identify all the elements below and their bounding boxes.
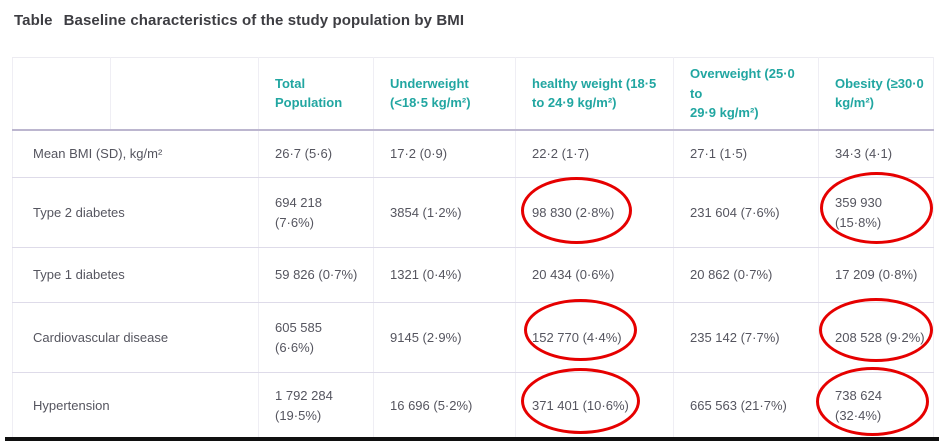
- table-cell: 1 792 284 (19·5%): [258, 372, 374, 441]
- table-cell: 34·3 (4·1): [818, 129, 934, 178]
- table-cell: 1321 (0·4%): [373, 247, 516, 303]
- table-caption: Table Baseline characteristics of the stu…: [14, 12, 464, 29]
- table-cell: 359 930 (15·8%): [818, 177, 934, 248]
- baseline-characteristics-table: Total Population Underweight (<18·5 kg/m…: [12, 57, 934, 441]
- row-label-cell: Mean BMI (SD), kg/m²: [12, 129, 259, 178]
- table-cell: 231 604 (7·6%): [673, 177, 819, 248]
- table-row-hypertension: Hypertension 1 792 284 (19·5%) 16 696 (5…: [12, 372, 934, 441]
- table-row-cardiovascular-disease: Cardiovascular disease 605 585 (6·6%) 91…: [12, 302, 934, 373]
- table-cell: 665 563 (21·7%): [673, 372, 819, 441]
- table-cell: 9145 (2·9%): [373, 302, 516, 373]
- table-row-type1-diabetes: Type 1 diabetes 59 826 (0·7%) 1321 (0·4%…: [12, 247, 934, 303]
- table-cell: 98 830 (2·8%): [515, 177, 674, 248]
- table-cell: 235 142 (7·7%): [673, 302, 819, 373]
- table-cell: 27·1 (1·5): [673, 129, 819, 178]
- header-row: Total Population Underweight (<18·5 kg/m…: [12, 57, 934, 131]
- header-cell-blank-1: [12, 57, 111, 131]
- header-cell-total-population: Total Population: [258, 57, 374, 131]
- table-cell: 17·2 (0·9): [373, 129, 516, 178]
- table-row-type2-diabetes: Type 2 diabetes 694 218 (7·6%) 3854 (1·2…: [12, 177, 934, 248]
- header-cell-obesity: Obesity (≥30·0 kg/m²): [818, 57, 934, 131]
- table-cell: 152 770 (4·4%): [515, 302, 674, 373]
- table-cell: 3854 (1·2%): [373, 177, 516, 248]
- header-cell-healthy-weight: healthy weight (18·5 to 24·9 kg/m²): [515, 57, 674, 131]
- table-cell: 605 585 (6·6%): [258, 302, 374, 373]
- table-cell: 20 434 (0·6%): [515, 247, 674, 303]
- table-cell: 26·7 (5·6): [258, 129, 374, 178]
- table-row-mean-bmi: Mean BMI (SD), kg/m² 26·7 (5·6) 17·2 (0·…: [12, 129, 934, 178]
- table-caption-label: Table: [14, 12, 53, 29]
- header-cell-blank-2: [110, 57, 259, 131]
- table-cell: 371 401 (10·6%): [515, 372, 674, 441]
- table-cell: 16 696 (5·2%): [373, 372, 516, 441]
- table-cell: 694 218 (7·6%): [258, 177, 374, 248]
- table-cell: 22·2 (1·7): [515, 129, 674, 178]
- table-cell: 17 209 (0·8%): [818, 247, 934, 303]
- table-cell: 208 528 (9·2%): [818, 302, 934, 373]
- row-label-cell: Type 1 diabetes: [12, 247, 259, 303]
- row-label-cell: Hypertension: [12, 372, 259, 441]
- table-cell: 20 862 (0·7%): [673, 247, 819, 303]
- row-label-cell: Cardiovascular disease: [12, 302, 259, 373]
- bottom-border-line: [5, 437, 939, 441]
- table-cell: 59 826 (0·7%): [258, 247, 374, 303]
- header-cell-underweight: Underweight (<18·5 kg/m²): [373, 57, 516, 131]
- table-cell: 738 624 (32·4%): [818, 372, 934, 441]
- row-label-cell: Type 2 diabetes: [12, 177, 259, 248]
- table-caption-text: Baseline characteristics of the study po…: [63, 12, 465, 29]
- header-cell-overweight: Overweight (25·0 to 29·9 kg/m²): [673, 57, 819, 131]
